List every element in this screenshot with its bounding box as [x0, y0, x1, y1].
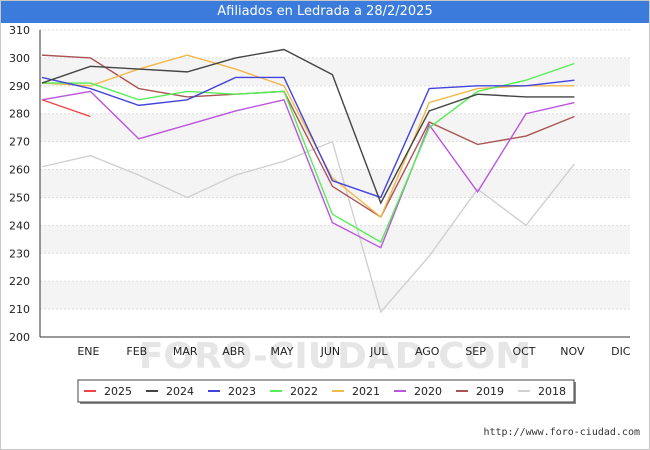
- y-tick-label: 200: [9, 331, 30, 344]
- legend-item-2019: 2019: [456, 385, 504, 398]
- legend-item-2021: 2021: [332, 385, 380, 398]
- series-line-2025: [41, 99, 91, 118]
- y-tick-label: 280: [9, 108, 30, 121]
- grid-bands: [40, 57, 630, 310]
- x-tick-label: OCT: [512, 345, 535, 358]
- title-bar: Afiliados en Ledrada a 28/2/2025: [1, 1, 649, 23]
- grid-band: [40, 169, 630, 198]
- series-line-2020: [41, 90, 575, 249]
- y-tick-label: 220: [9, 275, 30, 288]
- legend-label: 2025: [104, 385, 132, 398]
- series-line-2021: [41, 54, 575, 219]
- y-tick-labels: 200 210 220 230 240 250 260 270 280 290 300 310: [9, 24, 30, 344]
- x-tick-label: AGO: [415, 345, 440, 358]
- chart-title: Afiliados en Ledrada a 28/2/2025: [217, 4, 433, 19]
- legend-label: 2019: [476, 385, 504, 398]
- x-tick-label: MAY: [271, 345, 294, 358]
- grid-band: [40, 281, 630, 310]
- x-tick-label: FEB: [126, 345, 147, 358]
- y-tick-label: 210: [9, 303, 30, 316]
- y-tick-label: 260: [9, 164, 30, 177]
- x-tick-label: MAR: [173, 345, 198, 358]
- legend-item-2024: 2024: [146, 385, 194, 398]
- legend-box: [77, 379, 575, 403]
- series-lines: [41, 48, 575, 314]
- series-line-2019: [41, 54, 575, 218]
- legend-label: 2020: [414, 385, 442, 398]
- legend-label: 2021: [352, 385, 380, 398]
- series-line-2024: [41, 48, 575, 205]
- legend-item-2022: 2022: [270, 385, 318, 398]
- legend-item-2025: 2025: [84, 385, 132, 398]
- y-tick-label: 310: [9, 24, 30, 37]
- axes: [39, 30, 630, 338]
- legend-item-2020: 2020: [394, 385, 442, 398]
- y-tick-label: 250: [9, 191, 30, 204]
- legend-label: 2022: [290, 385, 318, 398]
- grid-band: [40, 225, 630, 254]
- x-tick-label: JUL: [369, 345, 388, 358]
- x-tick-label: DIC: [611, 345, 631, 358]
- y-tick-label: 290: [9, 80, 30, 93]
- x-tick-label: JUN: [320, 345, 341, 358]
- legend-label: 2024: [166, 385, 194, 398]
- x-tick-label: NOV: [560, 345, 585, 358]
- x-tick-label: ABR: [222, 345, 245, 358]
- source-url: http://www.foro-ciudad.com: [483, 427, 640, 438]
- x-tick-labels: ENE FEB MAR ABR MAY JUN JUL AGO SEP OCT NOV DIC: [77, 345, 630, 358]
- grid-band: [40, 113, 630, 142]
- y-tick-label: 240: [9, 219, 30, 232]
- series-line-2023: [41, 76, 575, 199]
- legend-item-2018: 2018: [518, 385, 566, 398]
- x-tick-label: SEP: [465, 345, 486, 358]
- legend: 2025 2024 2023 2022 2021 2020 2019 2018: [77, 379, 576, 404]
- watermark: FORO-CIUDAD.COM: [139, 336, 531, 377]
- x-tick-label: ENE: [77, 345, 99, 358]
- series-line-2022: [42, 62, 575, 244]
- y-tick-label: 230: [9, 247, 30, 260]
- legend-item-2023: 2023: [208, 385, 256, 398]
- legend-label: 2018: [538, 385, 566, 398]
- y-tick-label: 270: [9, 136, 30, 149]
- y-tick-label: 300: [9, 52, 30, 65]
- legend-label: 2023: [228, 385, 256, 398]
